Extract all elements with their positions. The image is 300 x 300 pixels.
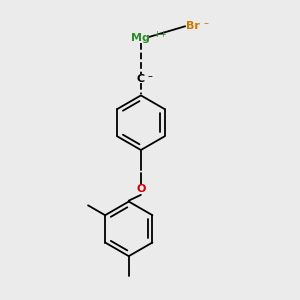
Text: C: C bbox=[137, 74, 145, 84]
Text: –: – bbox=[148, 71, 152, 81]
Text: O: O bbox=[136, 184, 146, 194]
Text: ++: ++ bbox=[153, 30, 167, 39]
Text: Mg: Mg bbox=[131, 33, 150, 43]
Text: Br: Br bbox=[186, 21, 200, 31]
Text: –: – bbox=[203, 18, 208, 28]
